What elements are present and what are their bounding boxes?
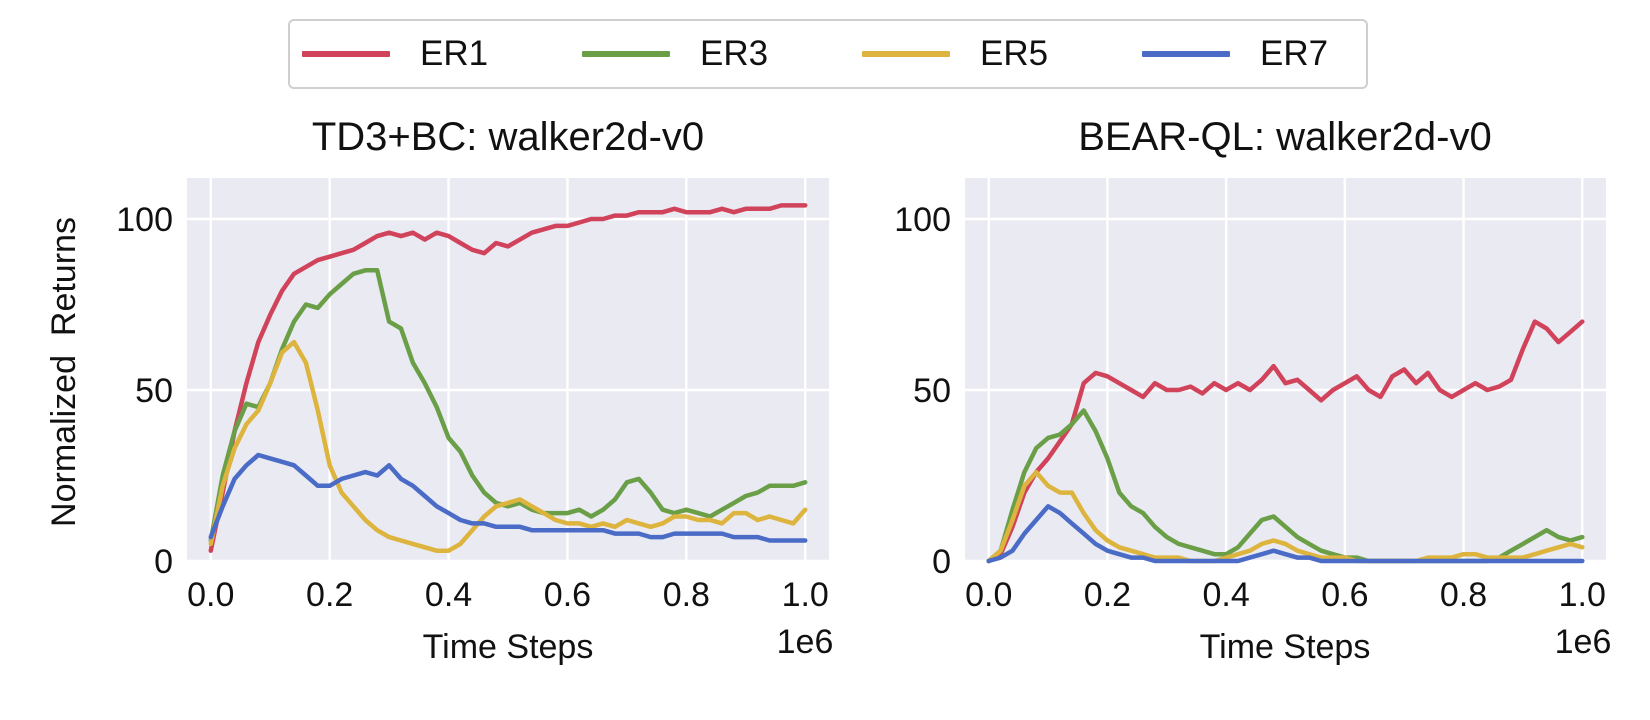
x-offset-text: 1e6: [1555, 623, 1612, 661]
legend-swatch-er7: [1142, 51, 1230, 57]
legend-item-er1[interactable]: ER1: [302, 21, 488, 87]
legend-label-er3: ER3: [700, 34, 769, 73]
x-tick-label: 0.0: [187, 576, 234, 614]
legend-item-er5[interactable]: ER5: [862, 21, 1048, 87]
x-tick-label: 0.8: [663, 576, 710, 614]
series-line-er1: [986, 319, 1585, 564]
y-tick-label: 100: [116, 201, 173, 239]
x-tick-label: 0.6: [544, 576, 591, 614]
y-tick-label: 100: [894, 201, 951, 239]
legend-label-er7: ER7: [1260, 34, 1329, 73]
plot-area: [965, 178, 1606, 561]
x-tick-label: 0.6: [1321, 576, 1368, 614]
y-tick-label: 50: [135, 372, 173, 410]
chart-panel-td3bc: TD3+BC: walker2d-v0 Time Steps 1e6 Norma…: [45, 115, 833, 666]
x-tick-label: 1.0: [1559, 576, 1606, 614]
plot-area: [187, 178, 829, 561]
x-tick-label: 0.2: [1084, 576, 1131, 614]
x-offset-text: 1e6: [777, 623, 834, 661]
series-line-er7: [208, 452, 808, 543]
x-axis-label: Time Steps: [423, 628, 594, 666]
y-axis-label: Normalized Returns: [45, 217, 83, 527]
y-tick-label: 0: [932, 543, 951, 581]
x-tick-label: 0.8: [1440, 576, 1487, 614]
grid: [187, 178, 829, 563]
x-axis-label: Time Steps: [1200, 628, 1371, 666]
y-tick-label: 50: [913, 372, 951, 410]
x-tick-label: 0.4: [1203, 576, 1250, 614]
legend: ER1 ER3 ER5 ER7: [288, 19, 1368, 89]
legend-swatch-er1: [302, 51, 390, 57]
legend-item-er3[interactable]: ER3: [582, 21, 768, 87]
legend-item-er7[interactable]: ER7: [1142, 21, 1328, 87]
legend-label-er1: ER1: [420, 34, 489, 73]
series-line-er5: [208, 339, 808, 553]
series-line-er7: [986, 504, 1585, 564]
chart-title: BEAR-QL: walker2d-v0: [1078, 115, 1491, 159]
series-line-er1: [208, 203, 808, 553]
x-tick-label: 0.2: [306, 576, 353, 614]
series-line-er3: [208, 268, 808, 543]
legend-swatch-er5: [862, 51, 950, 57]
grid: [965, 178, 1606, 563]
y-tick-label: 0: [154, 543, 173, 581]
x-tick-label: 0.0: [965, 576, 1012, 614]
x-tick-label: 1.0: [782, 576, 829, 614]
chart-title: TD3+BC: walker2d-v0: [312, 115, 704, 159]
x-tick-label: 0.4: [425, 576, 472, 614]
legend-label-er5: ER5: [980, 34, 1049, 73]
legend-swatch-er3: [582, 51, 670, 57]
chart-panel-bearql: BEAR-QL: walker2d-v0 Time Steps 1e6 0.0 0…: [894, 115, 1611, 666]
series-line-er5: [986, 469, 1585, 564]
